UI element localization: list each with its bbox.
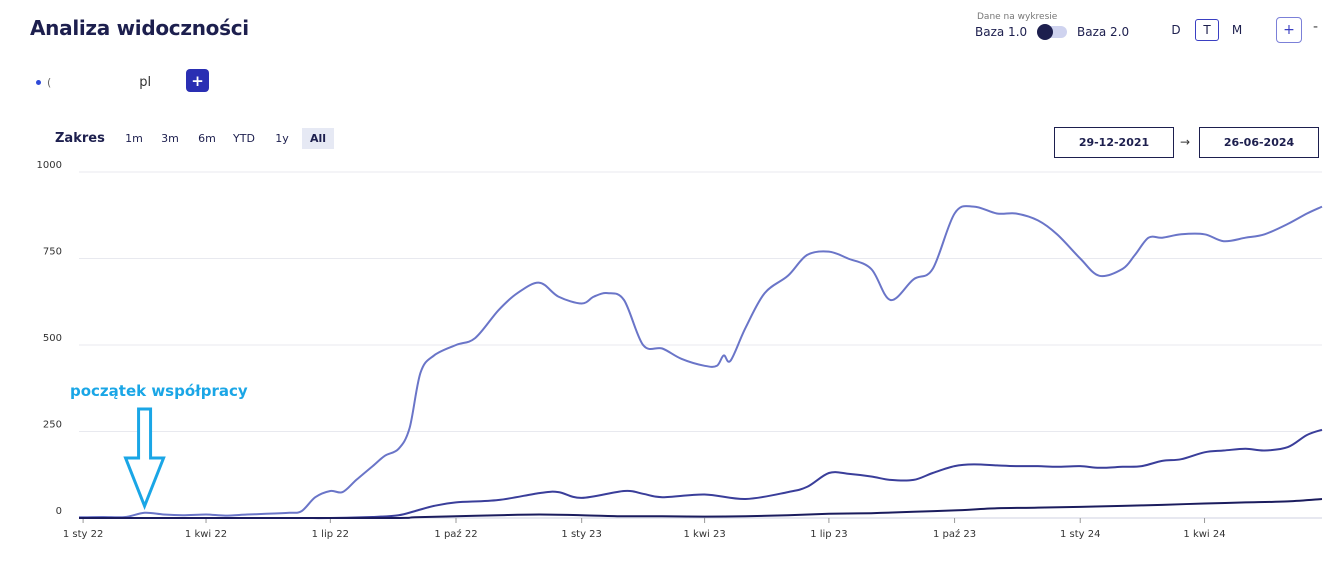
series-dot-icon [36,79,41,85]
x-tick-label: 1 sty 23 [561,529,602,540]
period-day-button[interactable]: D [1171,23,1181,37]
x-tick-label: 1 kwi 24 [1183,529,1225,540]
zoom-out-button[interactable]: - [1313,19,1319,35]
y-tick-label: 500 [43,333,62,344]
series-line-top3 [78,498,1323,520]
range-ytd-button[interactable]: YTD [233,132,255,145]
series-line-top50 [78,205,1323,519]
add-domain-button[interactable]: + [186,69,209,92]
range-label: Zakres [55,131,105,146]
x-axis: 1 sty 22 1 kwi 22 1 lip 22 1 paź 22 1 sty 23… [63,518,1226,540]
period-week-button[interactable]: T [1195,19,1219,41]
y-axis: 0 250 500 750 1000 [37,160,62,517]
zoom-in-button[interactable]: + [1276,17,1302,43]
x-tick-label: 1 sty 24 [1060,529,1101,540]
date-from-input[interactable]: 29-12-2021 [1054,127,1174,158]
series-line-top10 [79,428,1323,520]
range-1m-button[interactable]: 1m [125,132,143,145]
x-tick-label: 1 lip 23 [810,529,847,540]
range-1y-button[interactable]: 1y [275,132,289,145]
domain-legend[interactable]: ( pl [36,72,151,92]
source-toggle-knob[interactable] [1037,24,1053,40]
period-month-button[interactable]: M [1231,23,1243,37]
data-source-label: Dane na wykresie [977,12,1058,22]
chart-series [78,205,1323,520]
y-tick-label: 0 [56,506,62,517]
y-tick-label: 250 [43,420,62,431]
x-tick-label: 1 paź 23 [933,528,976,540]
annotation-arrow-icon [123,407,166,511]
x-tick-label: 1 lip 22 [312,529,349,540]
source-option-baza1[interactable]: Baza 1.0 [975,25,1028,39]
x-tick-label: 1 kwi 22 [185,529,227,540]
x-tick-label: 1 paź 22 [434,528,477,540]
source-option-baza2[interactable]: Baza 2.0 [1077,25,1130,39]
range-3m-button[interactable]: 3m [161,132,179,145]
chart-grid [79,171,1322,519]
x-tick-label: 1 sty 22 [63,529,104,540]
y-tick-label: 1000 [37,160,62,171]
date-range-arrow: → [1180,135,1191,149]
x-tick-label: 1 kwi 23 [683,529,725,540]
y-tick-label: 750 [43,247,62,258]
date-to-input[interactable]: 26-06-2024 [1199,127,1319,158]
range-6m-button[interactable]: 6m [198,132,216,145]
annotation: początek współpracy [70,382,248,511]
page-title: Analiza widoczności [30,16,249,40]
domain-tld: pl [139,74,152,90]
domain-prefix: ( [47,75,52,89]
range-all-button[interactable]: All [302,128,334,149]
annotation-label: początek współpracy [70,382,248,400]
